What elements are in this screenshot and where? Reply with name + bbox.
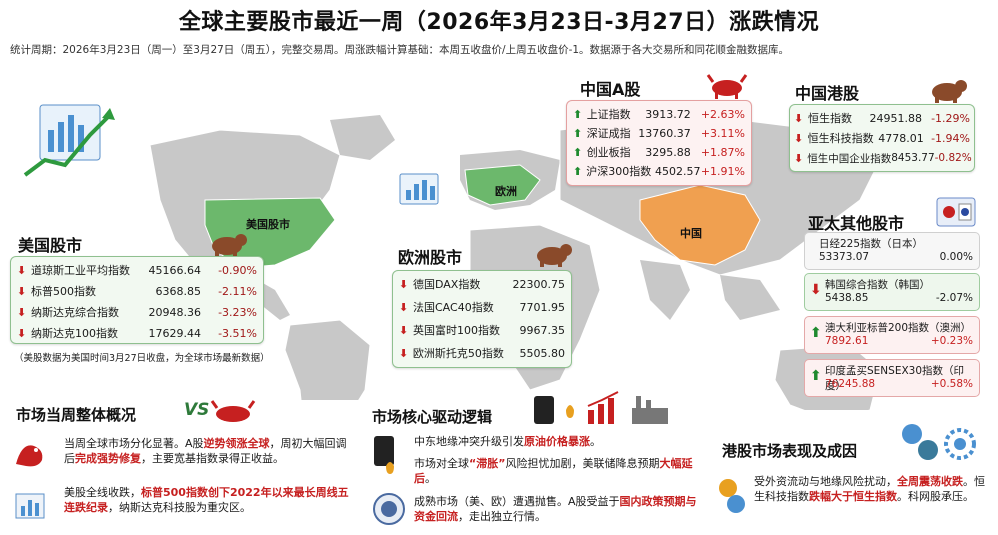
cn-hk-row-1: ⬇ 恒生科技指数 4778.01 -1.94% bbox=[794, 131, 970, 146]
flags-icon bbox=[936, 197, 976, 227]
bear-icon bbox=[537, 244, 572, 267]
down-arrow-icon: ⬇ bbox=[17, 263, 27, 277]
india-land bbox=[640, 260, 690, 320]
us-row-0: ⬇ 道琼斯工业平均指数 45166.64 -0.90% bbox=[17, 263, 257, 278]
ap-row-3: ⬆ 印度孟买SENSEX30指数（印度） 76245.88 +0.58% bbox=[804, 359, 980, 397]
bar-chart-icon bbox=[15, 493, 45, 519]
eu-title: 欧洲股市 bbox=[398, 248, 463, 267]
down-arrow-icon: ⬇ bbox=[399, 346, 409, 360]
cn-a-row-3: ⬆ 沪深300指数 4502.57 +1.91% bbox=[573, 164, 745, 179]
cn-hk-title: 中国港股 bbox=[795, 84, 860, 103]
drivers-panel: 市场核心驱动逻辑 中东地缘冲突升级引发原油价格暴涨。 市场对全球“滞胀”风险担忧… bbox=[366, 391, 702, 532]
vs-label: VS bbox=[184, 400, 210, 420]
dollar-coins-icon bbox=[719, 479, 745, 513]
down-arrow-icon: ⬇ bbox=[17, 284, 27, 298]
cn-a-title: 中国A股 bbox=[580, 80, 641, 99]
bull-icon bbox=[210, 400, 256, 422]
cn-hk-card: ⬇ 恒生指数 24951.88 -1.29% ⬇ 恒生科技指数 4778.01 … bbox=[789, 104, 975, 172]
cn-hk-row-2: ⬇ 恒生中国企业指数 8453.77 -0.82% bbox=[794, 151, 972, 165]
us-note: （美股数据为美国时间3月27日收盘，为全球市场最新数据） bbox=[14, 353, 270, 364]
down-arrow-icon: ⬇ bbox=[794, 131, 804, 145]
europe-chart-icon bbox=[399, 173, 439, 205]
dragon-icon bbox=[16, 445, 43, 467]
up-arrow-icon: ⬆ bbox=[810, 325, 822, 341]
overview-title: 市场当周整体概况 bbox=[16, 406, 137, 424]
overview-text-1: 当周全球市场分化显著。A股逆势领涨全球，周初大幅回调后完成强势修复，主要宽基指数… bbox=[64, 437, 347, 465]
drivers-title: 市场核心驱动逻辑 bbox=[372, 408, 493, 426]
china-highlight bbox=[639, 184, 761, 266]
map-label-us: 美国股市 bbox=[246, 218, 290, 231]
up-arrow-icon: ⬆ bbox=[573, 107, 583, 121]
page-subtitle: 统计周期：2026年3月23日（周一）至3月27日（周五），完整交易周。周涨跌幅… bbox=[10, 44, 790, 56]
us-row-1: ⬇ 标普500指数 6368.85 -2.11% bbox=[17, 284, 257, 299]
overview-panel: 市场当周整体概况 VS 当周全球市场分化显著。A股逆势领涨全球，周初大幅回调后完… bbox=[8, 400, 360, 532]
cn-a-row-0: ⬆ 上证指数 3913.72 +2.63% bbox=[573, 107, 745, 122]
down-arrow-icon: ⬇ bbox=[17, 326, 27, 340]
currency-exchange-icon bbox=[902, 424, 976, 460]
us-card: ⬇ 道琼斯工业平均指数 45166.64 -0.90% ⬇ 标普500指数 63… bbox=[10, 256, 264, 344]
oil-barrel-icon bbox=[374, 436, 394, 474]
ap-row-0: 日经225指数（日本） 53373.07 0.00% bbox=[804, 232, 980, 270]
greenland-land bbox=[330, 115, 395, 160]
down-arrow-icon: ⬇ bbox=[794, 151, 804, 165]
cn-hk-row-0: ⬇ 恒生指数 24951.88 -1.29% bbox=[794, 111, 970, 126]
eu-row-1: ⬇ 法国CAC40指数 7701.95 bbox=[399, 300, 565, 315]
up-arrow-icon: ⬆ bbox=[573, 164, 583, 178]
down-arrow-icon: ⬇ bbox=[17, 305, 27, 319]
eu-row-2: ⬇ 英国富时100指数 9967.35 bbox=[399, 323, 565, 338]
up-arrow-icon: ⬆ bbox=[573, 126, 583, 140]
dashboard-chart-icon bbox=[23, 104, 115, 177]
federal-reserve-seal-icon bbox=[373, 493, 405, 525]
bear-icon bbox=[932, 80, 967, 103]
bear-icon bbox=[212, 234, 247, 257]
eu-card: ⬇ 德国DAX指数 22300.75 ⬇ 法国CAC40指数 7701.95 ⬇… bbox=[392, 270, 572, 368]
eu-row-0: ⬇ 德国DAX指数 22300.75 bbox=[399, 277, 565, 292]
drivers-text-2: 市场对全球“滞胀”风险担忧加剧，美联储降息预期大幅延后。 bbox=[414, 457, 693, 485]
hk-reason-panel: 港股市场表现及成因 受外资流动与地缘风险扰动，全周震荡收跌。恒生科技指数跌幅大于… bbox=[712, 410, 992, 532]
up-arrow-icon: ⬆ bbox=[573, 145, 583, 159]
cn-a-row-1: ⬆ 深证成指 13760.37 +3.11% bbox=[573, 126, 745, 141]
overview-text-2: 美股全线收跌，标普500指数创下2022年以来最长周线五连跌纪录，纳斯达克科技股… bbox=[64, 486, 349, 514]
us-title: 美国股市 bbox=[18, 236, 83, 255]
down-arrow-icon: ⬇ bbox=[810, 282, 822, 298]
up-arrow-icon: ⬆ bbox=[810, 368, 822, 384]
down-arrow-icon: ⬇ bbox=[794, 111, 804, 125]
drivers-text-1: 中东地缘冲突升级引发原油价格暴涨。 bbox=[414, 435, 601, 448]
down-arrow-icon: ⬇ bbox=[399, 300, 409, 314]
eu-row-3: ⬇ 欧洲斯托克50指数 5505.80 bbox=[399, 346, 565, 361]
down-arrow-icon: ⬇ bbox=[399, 323, 409, 337]
page-title: 全球主要股市最近一周（2026年3月23日-3月27日）涨跌情况 bbox=[178, 10, 820, 35]
map-label-europe: 欧洲 bbox=[495, 185, 517, 198]
hk-reason-text: 受外资流动与地缘风险扰动，全周震荡收跌。恒生科技指数跌幅大于恒生指数。科网股承压… bbox=[754, 475, 985, 503]
ap-row-2: ⬆ 澳大利亚标普200指数（澳洲） 7892.61 +0.23% bbox=[804, 316, 980, 354]
se-asia-land bbox=[720, 275, 780, 320]
drivers-text-3: 成熟市场（美、欧）遭遇抛售。A股受益于国内政策预期与资金回流，走出独立行情。 bbox=[414, 495, 697, 523]
bull-icon bbox=[706, 74, 748, 99]
ap-panel: 日经225指数（日本） 53373.07 0.00% ⬇ 韩国综合指数（韩国） … bbox=[804, 232, 980, 400]
map-label-china: 中国 bbox=[680, 227, 702, 240]
us-row-3: ⬇ 纳斯达克100指数 17629.44 -3.51% bbox=[17, 326, 257, 341]
cn-a-card: ⬆ 上证指数 3913.72 +2.63% ⬆ 深证成指 13760.37 +3… bbox=[566, 100, 752, 186]
ap-title: 亚太其他股市 bbox=[808, 214, 905, 233]
europe-highlight bbox=[464, 164, 541, 206]
us-row-2: ⬇ 纳斯达克综合指数 20948.36 -3.23% bbox=[17, 305, 257, 320]
hk-reason-title: 港股市场表现及成因 bbox=[722, 442, 858, 460]
cn-a-row-2: ⬆ 创业板指 3295.88 +1.87% bbox=[573, 145, 745, 160]
oil-and-chart-icons bbox=[534, 391, 668, 424]
ap-row-1: ⬇ 韩国综合指数（韩国） 5438.85 -2.07% bbox=[804, 273, 980, 311]
down-arrow-icon: ⬇ bbox=[399, 277, 409, 291]
